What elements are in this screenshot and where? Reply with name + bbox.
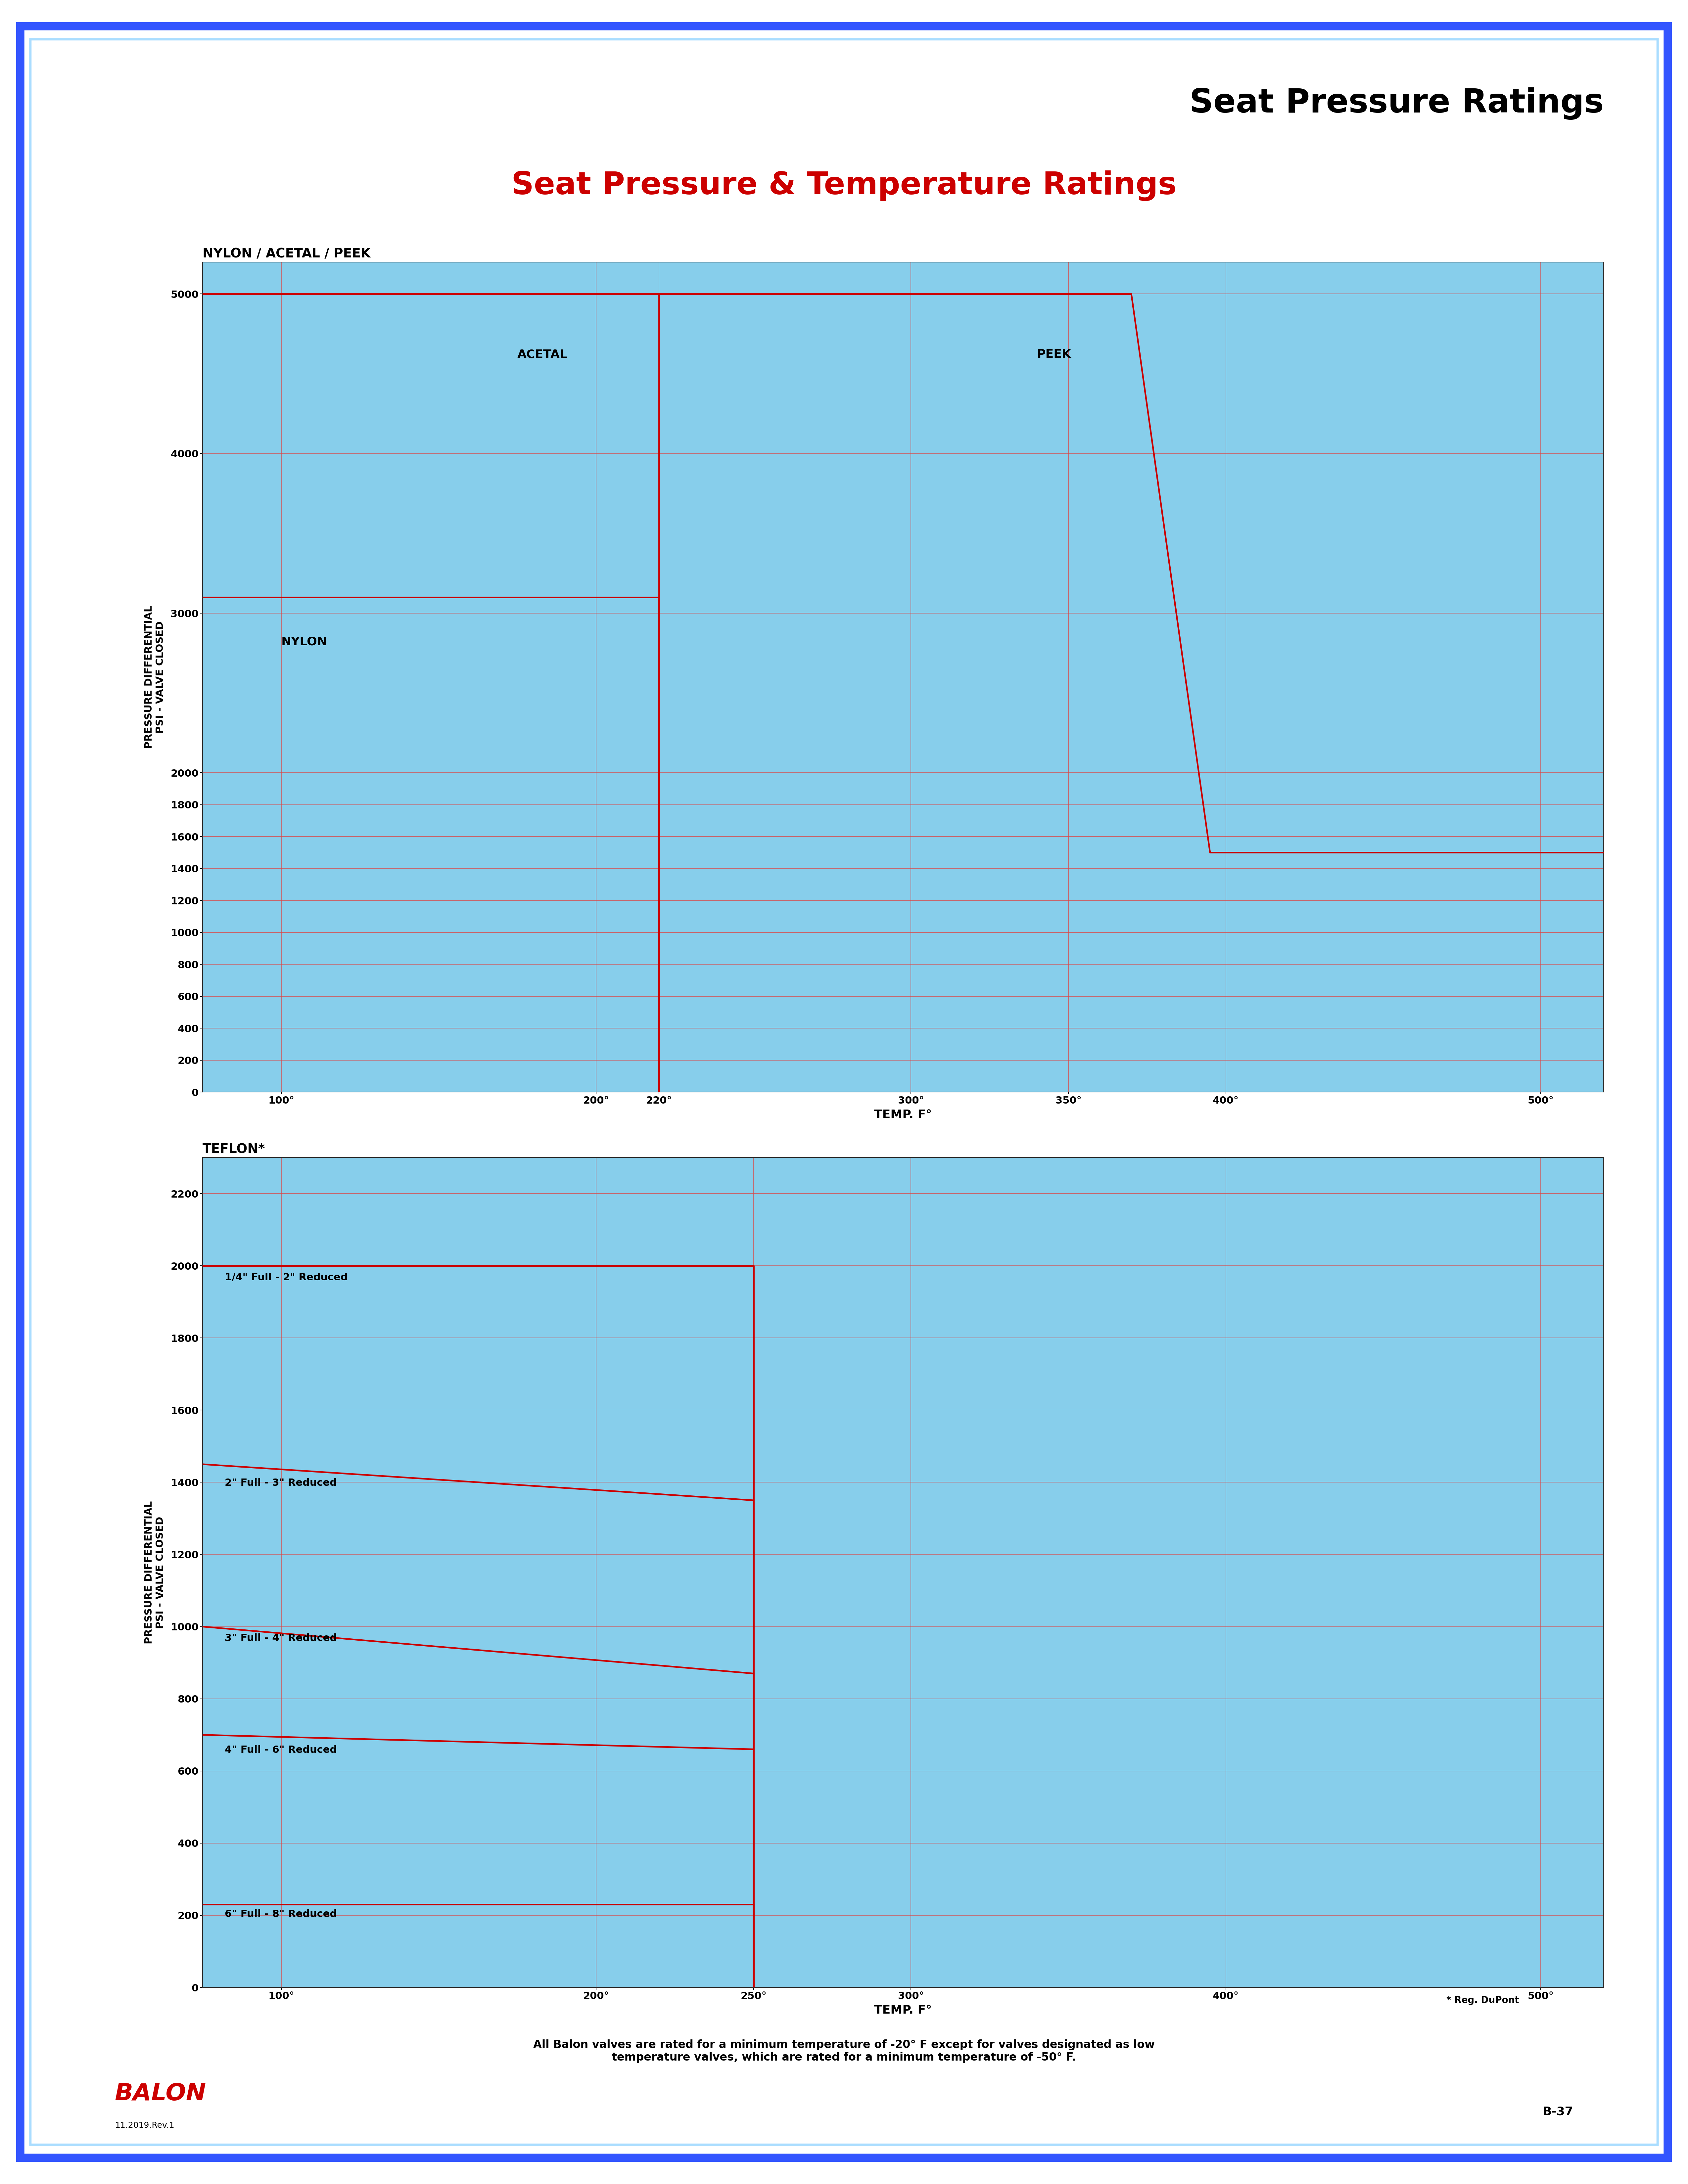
Text: PEEK: PEEK [1036, 349, 1072, 360]
Text: Seat Pressure & Temperature Ratings: Seat Pressure & Temperature Ratings [511, 170, 1177, 201]
Text: 2" Full - 3" Reduced: 2" Full - 3" Reduced [225, 1479, 338, 1487]
Text: NYLON: NYLON [282, 636, 327, 646]
Text: 4" Full - 6" Reduced: 4" Full - 6" Reduced [225, 1745, 338, 1756]
Text: BALON: BALON [115, 2084, 206, 2105]
Text: TEFLON*: TEFLON* [203, 1142, 265, 1155]
Text: * Reg. DuPont: * Reg. DuPont [1447, 1996, 1519, 2005]
Text: B-37: B-37 [1543, 2105, 1573, 2118]
Text: 11.2019.Rev.1: 11.2019.Rev.1 [115, 2121, 174, 2129]
Text: NYLON / ACETAL / PEEK: NYLON / ACETAL / PEEK [203, 247, 371, 260]
Y-axis label: PRESSURE DIFFERENTIAL
PSI - VALVE CLOSED: PRESSURE DIFFERENTIAL PSI - VALVE CLOSED [143, 605, 165, 749]
Text: 3" Full - 4" Reduced: 3" Full - 4" Reduced [225, 1634, 338, 1642]
Text: 6" Full - 8" Reduced: 6" Full - 8" Reduced [225, 1909, 338, 1920]
Text: All Balon valves are rated for a minimum temperature of -20° F except for valves: All Balon valves are rated for a minimum… [533, 2040, 1155, 2064]
Text: 1/4" Full - 2" Reduced: 1/4" Full - 2" Reduced [225, 1273, 348, 1282]
X-axis label: TEMP. F°: TEMP. F° [874, 2005, 932, 2016]
Y-axis label: PRESSURE DIFFERENTIAL
PSI - VALVE CLOSED: PRESSURE DIFFERENTIAL PSI - VALVE CLOSED [143, 1500, 165, 1645]
X-axis label: TEMP. F°: TEMP. F° [874, 1109, 932, 1120]
Text: Seat Pressure Ratings: Seat Pressure Ratings [1190, 87, 1604, 120]
Text: ACETAL: ACETAL [518, 349, 567, 360]
